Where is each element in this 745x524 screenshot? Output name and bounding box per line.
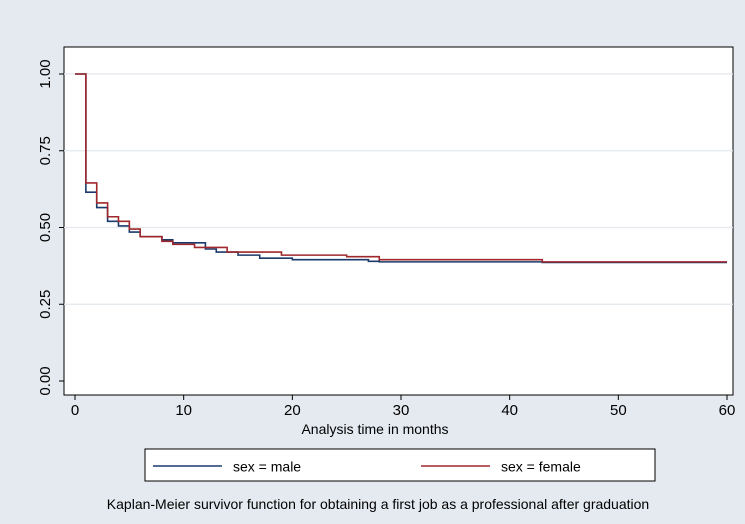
legend: sex = male sex = female — [144, 448, 656, 482]
x-tick-label: 20 — [284, 402, 301, 419]
legend-label-male: sex = male — [233, 459, 301, 475]
plot-area — [63, 46, 734, 396]
y-tick-label: 0.00 — [37, 366, 54, 395]
chart-caption: Kaplan-Meier survivor function for obtai… — [107, 496, 649, 512]
y-tick-label: 0.75 — [37, 136, 54, 165]
x-tick-label: 30 — [393, 402, 410, 419]
x-tick-label: 60 — [719, 402, 736, 419]
legend-label-female: sex = female — [501, 459, 581, 475]
x-tick-label: 0 — [71, 402, 79, 419]
series-line-female — [75, 73, 727, 263]
gridlines — [64, 73, 733, 305]
x-tick-label: 10 — [175, 402, 192, 419]
y-tick-label: 0.25 — [37, 290, 54, 319]
y-tick-label: 1.00 — [37, 59, 54, 88]
y-tick-label: 0.50 — [37, 213, 54, 242]
legend-box — [144, 448, 656, 482]
x-tick-label: 40 — [501, 402, 518, 419]
x-axis-title: Analysis time in months — [301, 421, 448, 437]
series-lines — [75, 73, 727, 264]
x-tick-label: 50 — [610, 402, 627, 419]
axes: 0.00 0.25 0.50 0.75 1.00 0 10 20 30 40 50 60 — [37, 59, 735, 419]
